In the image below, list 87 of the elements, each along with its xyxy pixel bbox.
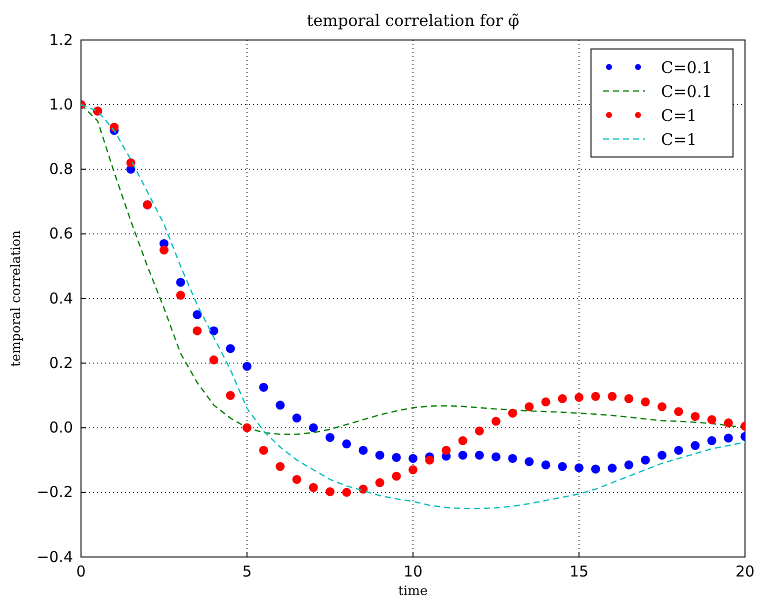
y-tick-label: −0.4: [36, 548, 73, 566]
point: [375, 450, 384, 460]
point: [259, 382, 268, 392]
point: [541, 460, 550, 470]
point: [724, 434, 733, 443]
y-tick-label: 1.2: [49, 30, 73, 49]
point: [492, 452, 500, 462]
point: [674, 446, 684, 455]
point: [492, 416, 500, 426]
point: [176, 290, 186, 300]
point: [707, 415, 716, 424]
point: [392, 472, 401, 481]
point: [574, 392, 584, 402]
point: [375, 478, 384, 488]
point: [425, 456, 434, 465]
point: [308, 423, 318, 432]
point: [508, 408, 518, 418]
legend-label: C=0.1: [661, 82, 712, 101]
point: [242, 423, 252, 432]
point: [209, 326, 218, 336]
point: [176, 278, 186, 287]
point: [690, 412, 700, 421]
y-tick-label: 1.0: [49, 95, 73, 114]
point: [458, 436, 468, 446]
point: [524, 402, 534, 412]
point: [541, 397, 550, 406]
point: [392, 452, 401, 462]
point: [608, 392, 617, 401]
y-tick-label: 0.4: [49, 289, 73, 308]
point: [160, 246, 168, 255]
point: [442, 446, 451, 455]
point: [342, 488, 352, 497]
point: [308, 483, 318, 492]
point: [658, 402, 666, 412]
legend-label: C=1: [661, 106, 697, 125]
y-tick-label: 0.6: [49, 224, 73, 243]
point: [226, 344, 235, 354]
y-tick-label: 0.8: [49, 160, 73, 178]
point: [508, 454, 518, 463]
legend-label: C=1: [661, 130, 697, 149]
point: [474, 450, 484, 460]
point: [640, 456, 650, 465]
point: [358, 446, 368, 455]
point: [326, 487, 334, 496]
point: [408, 465, 418, 474]
x-tick-label: 10: [403, 562, 423, 581]
point: [608, 464, 617, 473]
point: [524, 457, 534, 466]
point: [658, 450, 666, 460]
point: [242, 362, 252, 371]
chart-title: temporal correlation for φ̃: [306, 11, 520, 30]
point: [690, 441, 700, 450]
point: [558, 394, 567, 404]
x-tick-label: 0: [76, 562, 86, 581]
y-tick-label: 0.0: [49, 418, 73, 437]
y-tick-label: 0.2: [49, 354, 73, 372]
point: [624, 460, 634, 470]
point: [458, 450, 468, 460]
point: [558, 462, 567, 472]
point: [574, 463, 584, 472]
point: [640, 397, 650, 406]
point: [276, 462, 285, 472]
x-tick-label: 20: [735, 562, 755, 581]
y-axis-title: temporal correlation: [9, 230, 24, 367]
legend-label: C=0.1: [661, 58, 712, 77]
y-tick-label: −0.2: [36, 483, 73, 502]
x-tick-label: 5: [242, 562, 252, 581]
point: [226, 390, 235, 400]
point: [209, 355, 218, 364]
point: [724, 418, 733, 428]
point: [474, 426, 484, 436]
point: [342, 439, 352, 448]
point: [591, 464, 600, 474]
x-tick-label: 15: [569, 562, 589, 581]
point: [259, 446, 268, 455]
point: [707, 436, 716, 446]
point: [408, 454, 418, 463]
point: [326, 432, 334, 442]
point: [192, 326, 202, 336]
point: [192, 310, 202, 320]
point: [276, 400, 285, 410]
point: [292, 414, 302, 423]
point: [674, 407, 684, 416]
x-axis-title: time: [398, 584, 428, 599]
point: [591, 392, 600, 401]
point: [624, 394, 634, 404]
point: [292, 474, 302, 484]
